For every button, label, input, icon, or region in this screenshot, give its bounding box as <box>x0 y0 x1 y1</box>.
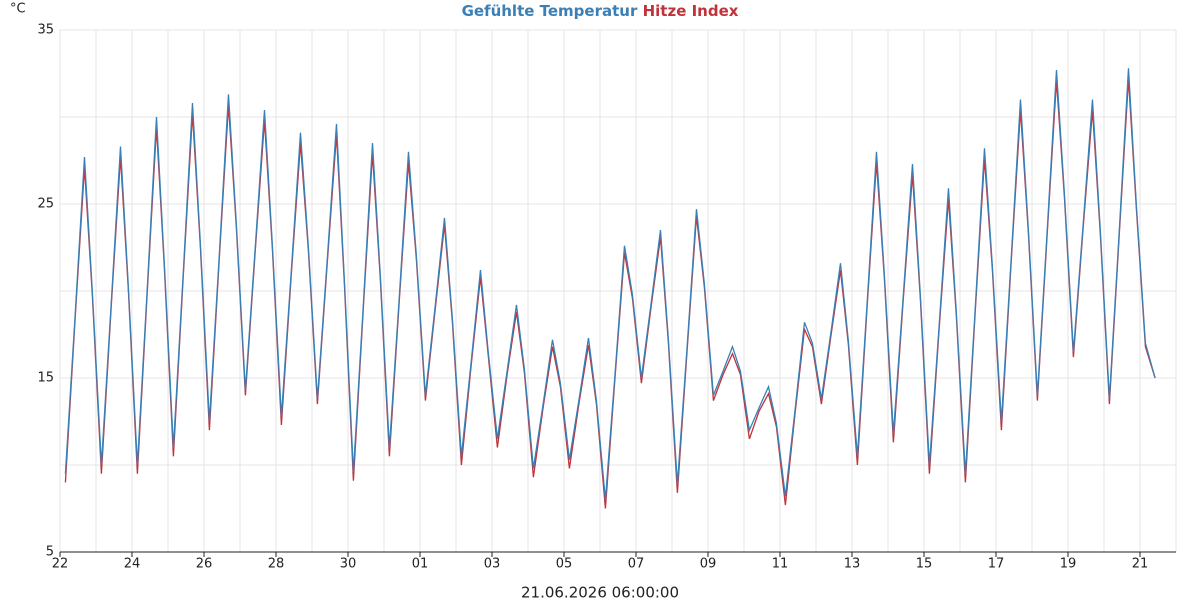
x-tick-label: 13 <box>844 557 861 572</box>
x-tick-label: 19 <box>1060 557 1077 572</box>
x-tick-label: 07 <box>628 557 645 572</box>
y-tick-label: 5 <box>46 545 54 560</box>
x-tick-label: 11 <box>772 557 789 572</box>
x-tick-label: 26 <box>196 557 213 572</box>
y-tick-label: 35 <box>37 23 54 38</box>
x-tick-label: 15 <box>916 557 933 572</box>
y-unit: °C <box>10 2 26 17</box>
x-tick-label: 30 <box>340 557 357 572</box>
x-tick-label: 22 <box>52 557 69 572</box>
x-tick-label: 17 <box>988 557 1005 572</box>
x-tick-label: 03 <box>484 557 501 572</box>
x-tick-label: 21 <box>1132 557 1149 572</box>
series-line <box>64 68 1156 500</box>
y-tick-label: 15 <box>37 371 54 386</box>
x-tick-label: 01 <box>412 557 429 572</box>
legend-entry: Gefühlte Temperatur <box>462 2 638 20</box>
x-tick-label: 24 <box>124 557 141 572</box>
chart-title: Gefühlte Temperatur Hitze Index <box>462 2 739 20</box>
y-tick-label: 25 <box>37 197 54 212</box>
x-tick-label: 09 <box>700 557 717 572</box>
x-tick-label: 28 <box>268 557 285 572</box>
footer: 21.06.2026 06:00:00 <box>521 584 679 600</box>
x-tick-label: 05 <box>556 557 573 572</box>
legend-entry: Hitze Index <box>643 2 739 20</box>
